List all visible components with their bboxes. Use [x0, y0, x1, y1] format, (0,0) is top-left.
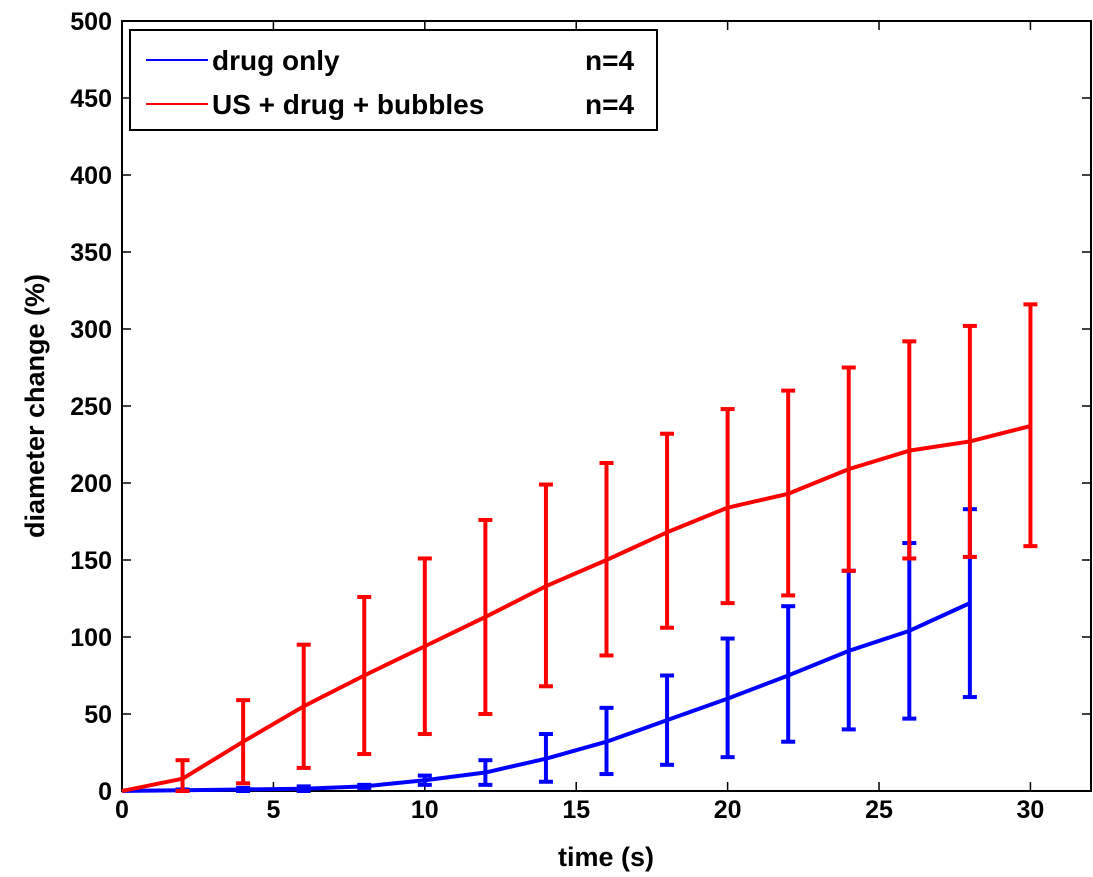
- x-tick-label: 25: [865, 796, 893, 824]
- x-tick-label: 0: [115, 796, 129, 824]
- x-tick-label: 30: [1017, 796, 1045, 824]
- series-line: [121, 601, 971, 793]
- legend-n-us-drug-bubbles: n=4: [585, 89, 634, 120]
- y-tick-label: 0: [98, 778, 112, 806]
- x-tick-label: 20: [714, 796, 742, 824]
- series-us-drug-bubbles: [121, 302, 1038, 793]
- y-tick-label: 350: [70, 239, 112, 267]
- y-tick-label: 100: [70, 624, 112, 652]
- x-tick-label: 10: [411, 796, 439, 824]
- x-tick-label: 15: [562, 796, 590, 824]
- legend-label-drug-only: drug only: [212, 45, 340, 76]
- y-tick-label: 500: [70, 8, 112, 36]
- legend-box: [129, 29, 658, 131]
- x-axis: 0 5 10 15 20 25 30: [115, 21, 1044, 824]
- y-tick-label: 150: [70, 547, 112, 575]
- y-tick-label: 400: [70, 162, 112, 190]
- y-axis-label: diameter change (%): [20, 274, 50, 538]
- plot-area: [121, 20, 1092, 792]
- legend-label-us-drug-bubbles: US + drug + bubbles: [212, 89, 484, 120]
- y-tick-label: 450: [70, 85, 112, 113]
- y-axis: 0 50 100 150 200 250 300 350 400 450 500: [70, 8, 1091, 806]
- series-line: [121, 424, 1031, 793]
- series-layer: [121, 302, 1038, 793]
- legend: drug only n=4 US + drug + bubbles n=4: [129, 29, 658, 131]
- y-tick-label: 300: [70, 316, 112, 344]
- x-tick-label: 5: [266, 796, 280, 824]
- y-tick-label: 50: [84, 701, 112, 729]
- y-tick-label: 250: [70, 393, 112, 421]
- y-tick-label: 200: [70, 470, 112, 498]
- legend-n-drug-only: n=4: [585, 45, 634, 76]
- x-axis-label: time (s): [558, 842, 654, 872]
- series-drug-only: [121, 507, 977, 793]
